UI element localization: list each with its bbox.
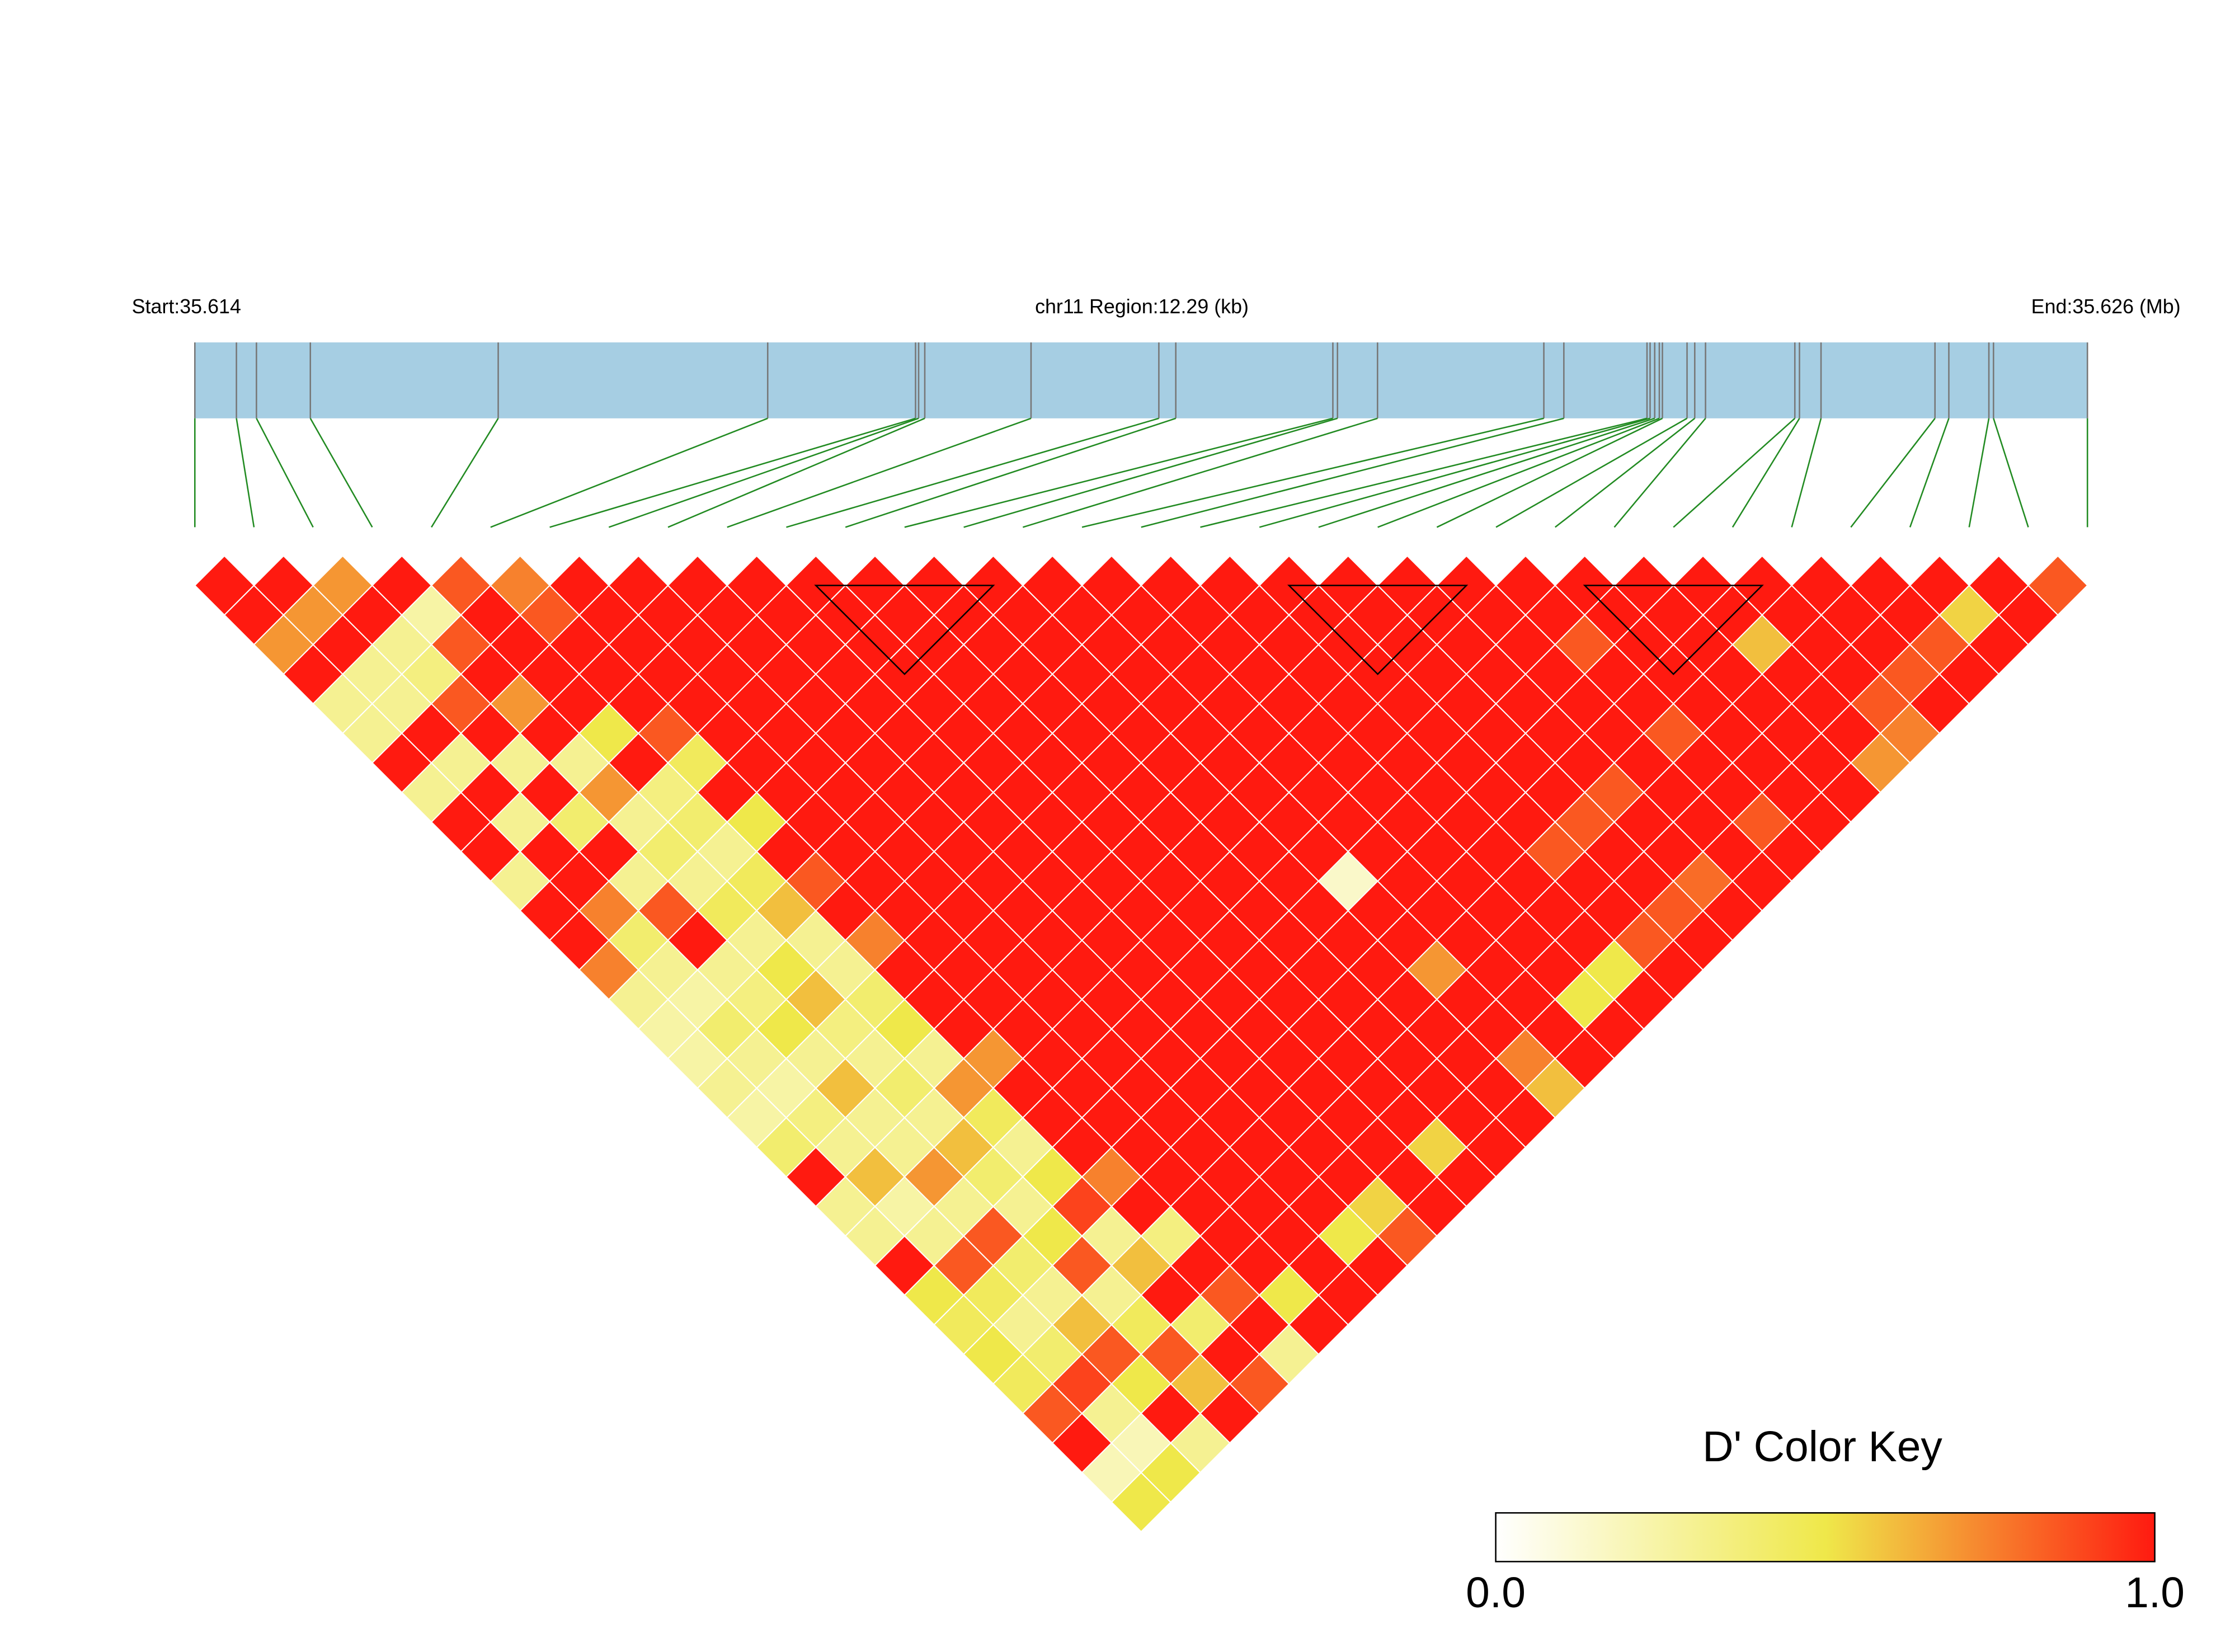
snp-connector — [236, 418, 255, 528]
end-label: End:35.626 (Mb) — [2031, 295, 2181, 318]
snp-connector — [667, 417, 925, 528]
snp-connector — [1850, 418, 1936, 528]
snp-connector — [1141, 417, 1564, 528]
region-bar — [195, 342, 2088, 418]
snp-connector — [309, 418, 373, 528]
color-key-title: D' Color Key — [1702, 1423, 1942, 1471]
snp-connector — [1022, 417, 1378, 528]
snp-connector — [1436, 417, 1663, 528]
start-label: Start:35.614 — [132, 295, 241, 318]
snp-connector — [1377, 417, 1660, 528]
snp-connector — [1993, 418, 2029, 528]
haplotype-block — [1583, 585, 1764, 675]
snp-connector — [904, 417, 1333, 528]
snp-connector — [786, 417, 1159, 528]
region-label: chr11 Region:12.29 (kb) — [1035, 295, 1249, 318]
snp-connector — [256, 418, 314, 528]
snp-connector — [1968, 418, 1990, 528]
snp-connector — [1259, 417, 1650, 528]
snp-connector — [1081, 417, 1544, 528]
snp-connector — [1495, 417, 1688, 528]
snp-connector — [845, 417, 1177, 528]
haplotype-block — [814, 585, 995, 675]
snp-connector — [1909, 418, 1950, 528]
snp-connector — [1731, 418, 1800, 528]
snp-connector — [1613, 417, 1706, 528]
snp-connector — [963, 417, 1338, 528]
snp-connector — [1318, 417, 1655, 528]
snp-connector — [1791, 418, 1822, 528]
snp-connector — [1673, 417, 1796, 528]
color-key-bar — [1495, 1512, 2156, 1562]
color-key-label: 0.0 — [1466, 1569, 1526, 1617]
snp-connector — [431, 418, 499, 528]
color-key-label: 1.0 — [2125, 1569, 2185, 1617]
snp-connector — [1554, 417, 1696, 528]
snp-connector — [490, 417, 768, 528]
haplotype-block — [1287, 585, 1469, 675]
snp-connector — [608, 417, 919, 528]
ld-cell — [2027, 555, 2088, 616]
snp-connector — [727, 417, 1032, 528]
snp-connector — [1200, 417, 1648, 528]
snp-connector — [549, 417, 916, 528]
